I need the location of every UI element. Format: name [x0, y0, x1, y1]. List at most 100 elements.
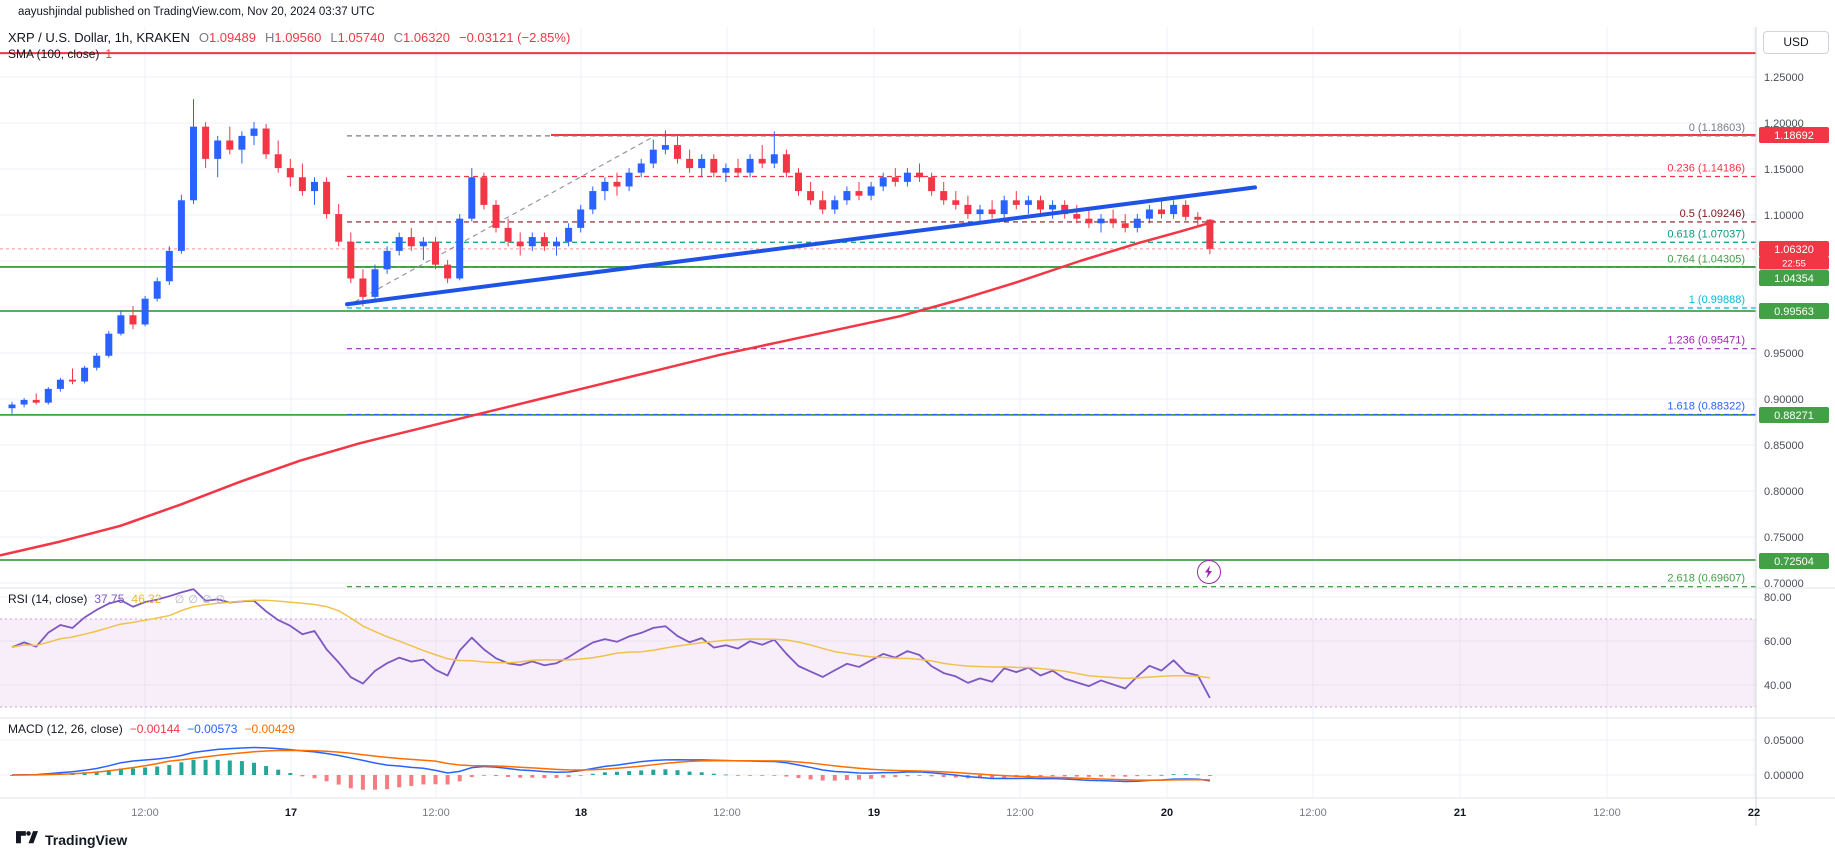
- macd-histogram-bar: [941, 775, 946, 778]
- change-value: −0.03121 (−2.85%): [458, 30, 571, 45]
- macd-line: [11, 746, 1211, 783]
- candle-body: [20, 399, 28, 405]
- lightning-badge[interactable]: [1197, 560, 1221, 584]
- candle-body: [286, 168, 294, 178]
- candle-body: [916, 172, 923, 178]
- macd-histogram-bar: [881, 775, 886, 778]
- time-axis-label: 12:00: [713, 807, 741, 819]
- candle-body: [69, 379, 76, 382]
- macd-hist-value: −0.00144: [129, 722, 181, 736]
- candle-body: [419, 241, 427, 247]
- candle-body: [553, 241, 560, 247]
- macd-histogram-bar: [94, 771, 99, 775]
- sma-legend[interactable]: SMA (100, close) 1: [8, 47, 112, 61]
- macd-histogram-bar: [566, 775, 571, 778]
- settings-icon[interactable]: ∅: [188, 594, 202, 606]
- macd-histogram-bar: [736, 775, 740, 776]
- candle-body: [44, 388, 52, 403]
- candle-body: [1061, 204, 1069, 215]
- candle-body: [891, 177, 899, 182]
- rsi-value: 37.75: [94, 592, 125, 606]
- candle-body: [1085, 218, 1093, 224]
- candle-body: [468, 177, 476, 219]
- price-badge: [1759, 553, 1829, 569]
- candle-body: [8, 404, 16, 409]
- rsi-line: [11, 588, 1211, 699]
- candle-body: [1037, 200, 1044, 210]
- candle-body: [359, 278, 367, 297]
- currency-toggle-button[interactable]: USD: [1763, 31, 1829, 54]
- candle-body: [226, 140, 234, 150]
- candle-body: [141, 298, 149, 325]
- macd-histogram-bar: [167, 765, 172, 775]
- macd-histogram-bar: [421, 775, 426, 785]
- price-badge-text: 1.04354: [1774, 273, 1814, 285]
- time-axis-label: 22: [1748, 807, 1760, 819]
- macd-histogram-bar: [300, 775, 305, 777]
- tradingview-logo[interactable]: TradingView: [16, 831, 127, 848]
- macd-histogram-bar: [1123, 775, 1128, 777]
- macd-histogram-bar: [1099, 775, 1103, 777]
- price-badge: [1759, 256, 1829, 270]
- candle-body: [444, 264, 452, 279]
- price-badge: [1759, 270, 1829, 286]
- y-axis-tick: 0.90000: [1764, 394, 1804, 406]
- candle-body: [637, 163, 645, 173]
- candle-body: [117, 315, 125, 334]
- macd-histogram-bar: [929, 775, 934, 777]
- candle-body: [383, 250, 391, 270]
- candle-body: [504, 227, 512, 242]
- candle-body: [456, 218, 464, 279]
- fib-label: 0.5 (1.09246): [1680, 208, 1745, 220]
- more-icon[interactable]: ∅: [215, 594, 230, 606]
- macd-histogram-bar: [457, 775, 462, 782]
- candle-body: [770, 154, 778, 164]
- sma-value: 1: [105, 47, 113, 61]
- candle-body: [976, 209, 984, 215]
- macd-histogram-bar: [542, 775, 547, 779]
- macd-histogram-bar: [760, 775, 765, 776]
- candle-body: [1024, 200, 1032, 205]
- candle-body: [649, 149, 657, 164]
- candle-body: [746, 158, 754, 173]
- macd-histogram-bar: [687, 771, 692, 775]
- high-value: 1.09560: [274, 30, 322, 45]
- rsi-axis-tick: 80.00: [1764, 592, 1792, 604]
- hide-icon[interactable]: ∅: [174, 594, 189, 606]
- price-badge: [1759, 241, 1829, 257]
- macd-histogram-bar: [191, 759, 196, 775]
- macd-histogram-bar: [469, 775, 474, 778]
- macd-histogram-bar: [506, 775, 511, 777]
- macd-histogram-bar: [844, 775, 849, 781]
- macd-histogram-bar: [796, 775, 801, 779]
- macd-histogram-bar: [784, 775, 789, 777]
- macd-histogram-bar: [1135, 775, 1140, 777]
- candle-body: [407, 237, 415, 247]
- open-label: O: [198, 30, 209, 45]
- candle-body: [758, 158, 766, 164]
- macd-histogram-bar: [143, 767, 148, 775]
- macd-histogram-bar: [373, 775, 377, 790]
- macd-histogram-bar: [1074, 775, 1079, 777]
- rsi-axis-tick: 60.00: [1764, 636, 1792, 648]
- candle-body: [81, 367, 89, 382]
- macd-histogram-bar: [252, 762, 256, 775]
- candle-body: [480, 177, 488, 205]
- candle-body: [698, 158, 706, 169]
- macd-histogram-bar: [215, 759, 220, 775]
- candle-body: [492, 204, 500, 228]
- candle-body: [903, 172, 911, 182]
- candle-body: [843, 191, 851, 201]
- macd-histogram-bar: [953, 775, 958, 778]
- candle-body: [807, 191, 815, 201]
- candle-body: [577, 209, 585, 228]
- symbol-legend[interactable]: XRP / U.S. Dollar, 1h, KRAKEN O1.09489 H1.…: [8, 30, 570, 45]
- macd-histogram-bar: [481, 775, 486, 776]
- macd-histogram-bar: [699, 772, 704, 775]
- rsi-legend[interactable]: RSI (14, close) 37.75 46.32 ∅∅∅∅: [8, 592, 229, 606]
- tradingview-logo-text: TradingView: [45, 831, 128, 848]
- macd-legend[interactable]: MACD (12, 26, close) −0.00144 −0.00573 −0.0…: [8, 722, 295, 736]
- macd-histogram-bar: [990, 775, 995, 779]
- delete-icon[interactable]: ∅: [201, 594, 216, 606]
